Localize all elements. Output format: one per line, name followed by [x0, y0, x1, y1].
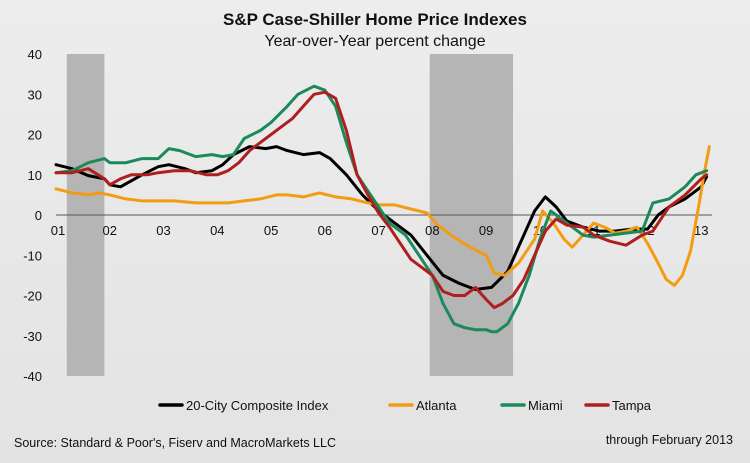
y-tick-label: 20 [28, 128, 42, 143]
chart-title: S&P Case-Shiller Home Price Indexes [223, 10, 527, 29]
x-tick-label: 07 [371, 223, 385, 238]
date-note: through February 2013 [605, 433, 733, 447]
y-tick-label: -20 [23, 289, 42, 304]
x-tick-label: 09 [479, 223, 493, 238]
y-tick-label: -10 [23, 248, 42, 263]
chart-subtitle: Year-over-Year percent change [264, 33, 486, 50]
y-tick-label: -40 [23, 369, 42, 384]
x-tick-label: 04 [210, 223, 224, 238]
x-tick-label: 13 [694, 223, 708, 238]
series-line-tampa [54, 90, 709, 310]
x-tick-label: 08 [425, 223, 439, 238]
x-tick-label: 06 [318, 223, 332, 238]
y-tick-label: 40 [28, 47, 42, 62]
x-tick-label: 03 [156, 223, 170, 238]
legend-label: Tampa [612, 398, 652, 413]
legend-label: 20-City Composite Index [186, 398, 329, 413]
y-tick-label: 30 [28, 87, 42, 102]
y-tick-label: -30 [23, 329, 42, 344]
y-tick-label: 10 [28, 168, 42, 183]
y-tick-label: 0 [35, 208, 42, 223]
x-tick-label: 05 [264, 223, 278, 238]
source-note: Source: Standard & Poor's, Fiserv and Ma… [14, 436, 336, 450]
legend-label: Atlanta [416, 398, 457, 413]
x-tick-label: 02 [103, 223, 117, 238]
legend-label: Miami [528, 398, 563, 413]
x-tick-label: 01 [51, 223, 65, 238]
series-line-miami [54, 84, 709, 334]
